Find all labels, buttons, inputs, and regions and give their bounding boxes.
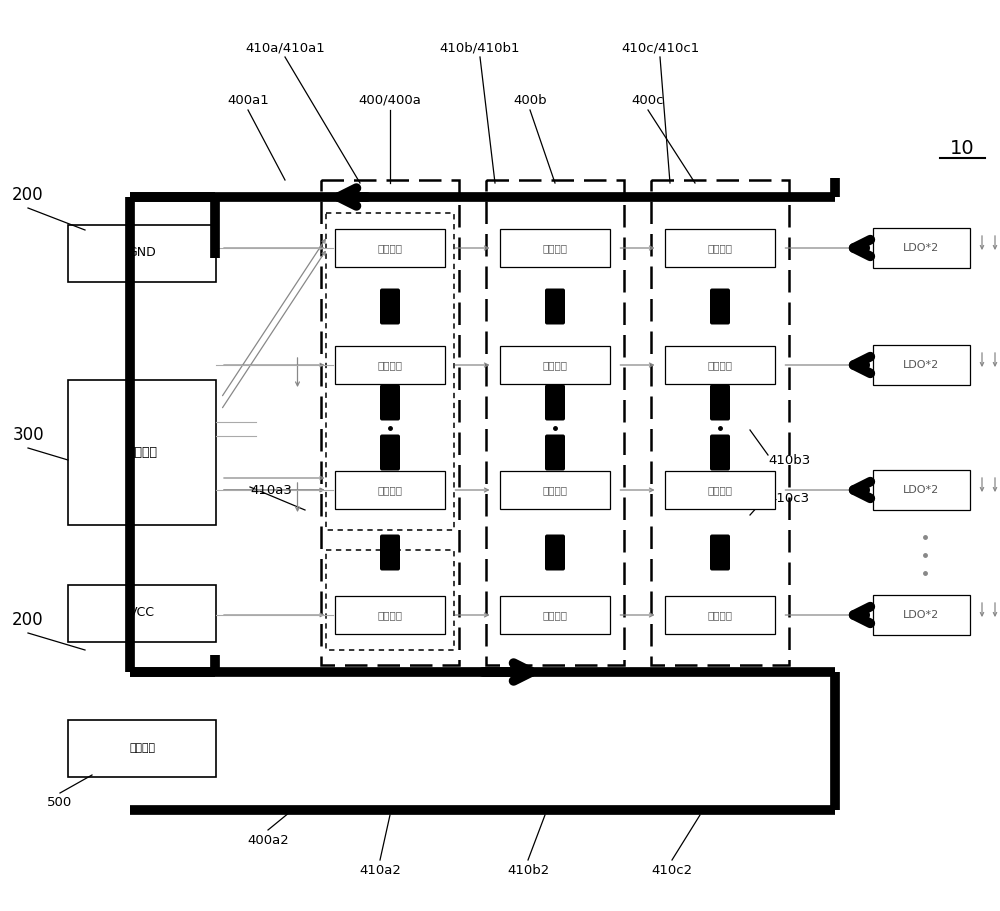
FancyBboxPatch shape: [710, 384, 730, 421]
Text: 算力芯片: 算力芯片: [378, 360, 402, 370]
Text: 400a1: 400a1: [227, 94, 269, 107]
Bar: [873, 595, 970, 635]
Text: LDO*2: LDO*2: [903, 610, 940, 620]
Bar: [335, 596, 445, 634]
FancyBboxPatch shape: [380, 384, 400, 421]
Bar: [873, 345, 970, 385]
Text: 算力芯片: 算力芯片: [378, 485, 402, 495]
Bar: [500, 346, 610, 384]
Text: 算力芯片: 算力芯片: [708, 360, 732, 370]
Text: 算力芯片: 算力芯片: [378, 610, 402, 620]
Text: LDO*2: LDO*2: [903, 360, 940, 370]
Text: 算力芯片: 算力芯片: [542, 610, 568, 620]
Text: 算力芯片: 算力芯片: [708, 243, 732, 253]
Text: 410b2: 410b2: [507, 864, 549, 876]
Text: 300: 300: [12, 426, 44, 444]
Bar: [486, 180, 624, 665]
Bar: [321, 180, 459, 665]
Text: 400a2: 400a2: [247, 834, 289, 846]
FancyBboxPatch shape: [545, 289, 565, 324]
Bar: [500, 229, 610, 267]
Text: 410a3: 410a3: [250, 484, 292, 496]
FancyBboxPatch shape: [380, 289, 400, 324]
Bar: [873, 470, 970, 510]
Text: LDO*2: LDO*2: [903, 485, 940, 495]
Text: 200: 200: [12, 611, 44, 629]
Text: 500: 500: [47, 796, 73, 810]
Text: LDO*2: LDO*2: [903, 243, 940, 253]
Bar: [873, 228, 970, 268]
Bar: [665, 471, 775, 509]
FancyBboxPatch shape: [380, 435, 400, 470]
Text: VCC: VCC: [129, 607, 155, 619]
Bar: [68, 720, 216, 777]
Bar: [665, 596, 775, 634]
Text: 算力芯片: 算力芯片: [378, 243, 402, 253]
Bar: [335, 471, 445, 509]
FancyBboxPatch shape: [710, 535, 730, 570]
Bar: [68, 225, 216, 282]
Text: 410c/410c1: 410c/410c1: [621, 42, 699, 55]
Text: 400b: 400b: [513, 94, 547, 107]
Text: 410a/410a1: 410a/410a1: [245, 42, 325, 55]
Bar: [326, 213, 454, 530]
Text: 400/400a: 400/400a: [359, 94, 421, 107]
Text: 算力芯片: 算力芯片: [542, 243, 568, 253]
Text: 200: 200: [12, 186, 44, 204]
Text: 算力芯片: 算力芯片: [542, 360, 568, 370]
Text: 410b3: 410b3: [768, 454, 810, 466]
Text: 控制模块: 控制模块: [127, 445, 157, 458]
Bar: [335, 229, 445, 267]
Text: GND: GND: [128, 247, 156, 260]
Text: 10: 10: [950, 138, 974, 158]
Bar: [665, 229, 775, 267]
Bar: [500, 596, 610, 634]
FancyBboxPatch shape: [545, 384, 565, 421]
Text: 410c3: 410c3: [768, 492, 809, 505]
Text: 410b/410b1: 410b/410b1: [440, 42, 520, 55]
Bar: [500, 471, 610, 509]
FancyBboxPatch shape: [710, 289, 730, 324]
FancyBboxPatch shape: [380, 535, 400, 570]
Text: 算力芯片: 算力芯片: [708, 485, 732, 495]
Text: 410c2: 410c2: [651, 864, 693, 876]
Bar: [68, 380, 216, 525]
Bar: [68, 585, 216, 642]
Text: 钳位电路: 钳位电路: [129, 743, 155, 753]
Bar: [651, 180, 789, 665]
Bar: [326, 550, 454, 650]
Bar: [335, 346, 445, 384]
Bar: [665, 346, 775, 384]
Text: 算力芯片: 算力芯片: [708, 610, 732, 620]
Text: 400c: 400c: [632, 94, 664, 107]
Text: 算力芯片: 算力芯片: [542, 485, 568, 495]
FancyBboxPatch shape: [545, 535, 565, 570]
Text: 410a2: 410a2: [359, 864, 401, 876]
FancyBboxPatch shape: [545, 435, 565, 470]
FancyBboxPatch shape: [710, 435, 730, 470]
